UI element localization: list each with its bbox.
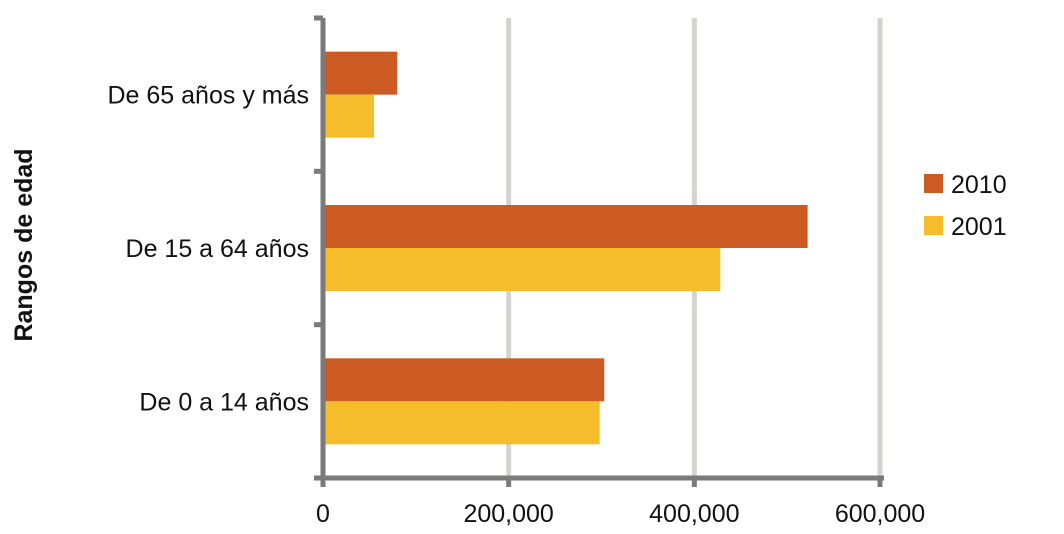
bar-2010-1 — [325, 205, 808, 248]
legend-swatch-2001 — [924, 216, 943, 235]
x-tick-label: 0 — [316, 500, 330, 528]
x-tick-label: 400,000 — [649, 500, 739, 528]
category-label: De 0 a 14 años — [139, 388, 309, 416]
bar-2001-2 — [325, 94, 375, 138]
bar-2001-1 — [325, 248, 721, 291]
category-label: De 65 años y más — [108, 82, 310, 110]
bar-2001-0 — [325, 401, 600, 445]
axes — [314, 15, 884, 487]
legend-label-2001: 2001 — [951, 213, 1007, 241]
category-labels: De 0 a 14 años De 15 a 64 años De 65 años … — [108, 82, 310, 417]
bars — [325, 51, 808, 445]
x-tick-label: 600,000 — [835, 500, 925, 528]
bar-2010-0 — [325, 358, 605, 402]
bar-2010-2 — [325, 51, 398, 95]
x-tick-label: 200,000 — [463, 500, 553, 528]
category-label: De 15 a 64 años — [126, 235, 309, 263]
y-axis-label: Rangos de edad — [10, 148, 38, 341]
legend: 2010 2001 — [924, 171, 1007, 241]
legend-label-2010: 2010 — [951, 171, 1007, 199]
x-tick-labels: 0 200,000 400,000 600,000 — [316, 500, 925, 528]
legend-swatch-2010 — [924, 174, 943, 193]
